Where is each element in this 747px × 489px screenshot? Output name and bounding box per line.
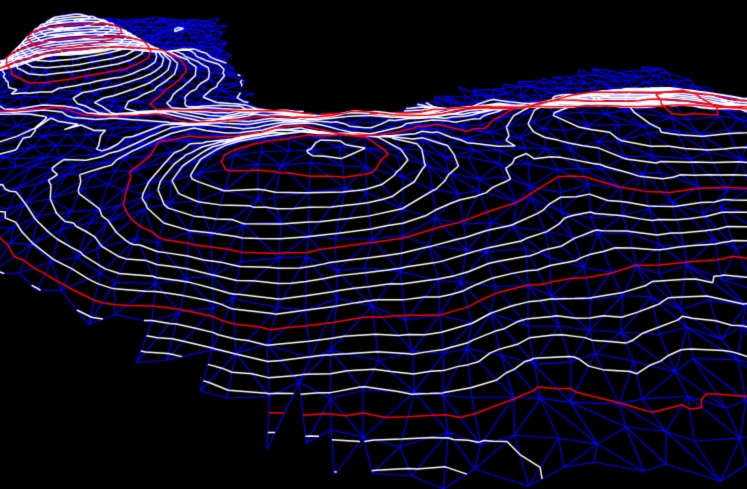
- terrain-model-viewport[interactable]: [0, 0, 747, 489]
- cad-drawing-area: [0, 0, 747, 489]
